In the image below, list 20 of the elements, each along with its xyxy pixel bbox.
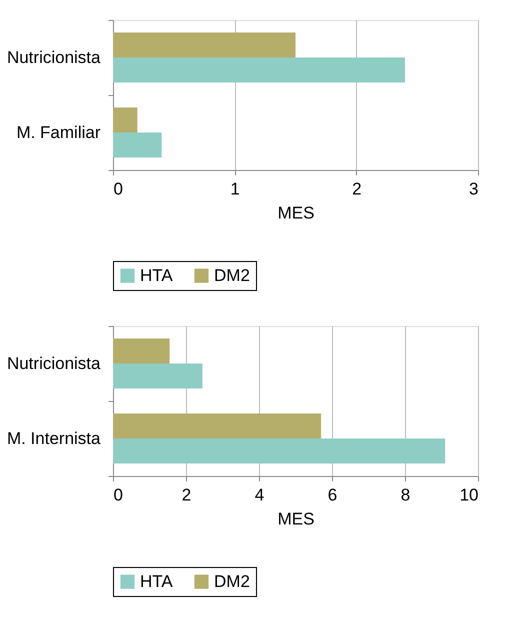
x-axis-title: MES [278, 204, 314, 222]
x-tick-label: 3 [469, 180, 478, 198]
x-tick-label: 4 [254, 486, 264, 504]
x-tick-label: 10 [460, 486, 478, 504]
x-tick-label: 0 [114, 486, 123, 504]
x-tick-label: 6 [328, 486, 338, 504]
x-axis-title: MES [278, 510, 314, 528]
x-tick-label: 2 [182, 486, 192, 504]
y-tick-label: Nutricionista [6, 354, 102, 373]
y-tick-label: Nutricionista [6, 48, 102, 67]
x-tick-label: 2 [352, 180, 362, 198]
legend-label: HTA [140, 572, 174, 591]
y-tick-label: M. Internista [6, 429, 102, 448]
x-tick-label: 0 [114, 180, 123, 198]
legend-label: HTA [140, 266, 174, 285]
legend-label: DM2 [214, 572, 250, 591]
x-tick-label: 1 [230, 180, 240, 198]
legend-label: DM2 [214, 266, 250, 285]
y-tick-label: M. Familiar [16, 123, 101, 142]
x-tick-label: 8 [400, 486, 410, 504]
